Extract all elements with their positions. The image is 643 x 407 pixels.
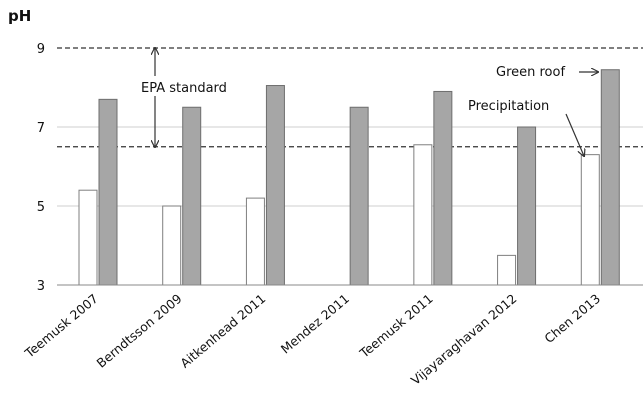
green-roof-bar-7 [600,69,620,286]
precipitation-bar-7 [580,154,600,286]
y-axis-title: pH [8,7,31,25]
category-label-7: Chen 2013 [541,291,603,346]
green-roof-bar-1 [98,98,118,286]
y-tick-label-3: 3 [37,279,45,294]
y-tick-label-7: 7 [37,121,45,136]
precipitation-bar-2 [162,205,182,286]
green-roof-bar-4 [349,106,369,286]
epa-annotation: EPA standard [141,48,227,147]
y-tick-labels: 3 5 7 9 [37,42,45,294]
green-roof-bar-5 [433,90,453,286]
y-tick-label-5: 5 [37,200,45,215]
category-label-1: Teemusk 2007 [21,291,101,361]
category-label-4: Mendez 2011 [278,291,352,357]
green-roof-bar-6 [517,126,537,286]
green-roof-label: Green roof [496,65,565,80]
green-roof-bar-2 [182,106,202,286]
precipitation-bar-5 [413,144,433,286]
precipitation-bar-3 [245,197,265,286]
epa-standard-label: EPA standard [141,81,227,96]
precipitation-bar-6 [497,254,517,286]
category-label-3: Aitkenhead 2011 [177,291,268,371]
green-roof-bar-3 [265,85,285,286]
category-label-5: Teemusk 2011 [356,291,436,361]
precipitation-annotation: Precipitation [468,99,584,156]
precipitation-bar-1 [78,189,98,286]
green-roof-annotation: Green roof [496,65,598,80]
precipitation-arrow [565,113,584,156]
bars [78,69,620,286]
category-label-2: Berndtsson 2009 [94,291,185,371]
precipitation-label: Precipitation [468,99,549,114]
y-tick-label-9: 9 [37,42,45,57]
